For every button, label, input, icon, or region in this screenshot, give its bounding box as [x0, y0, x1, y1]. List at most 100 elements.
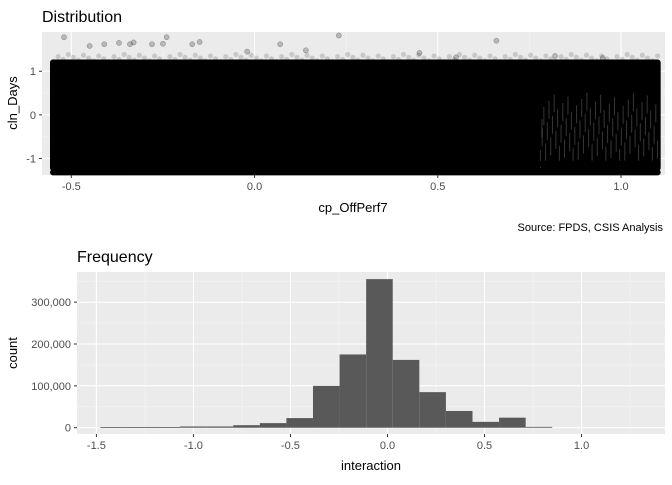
histogram-x-ticks: -1.5 -1.0 -0.5 0.0 0.5 1.0 — [87, 434, 589, 452]
scatter-point — [548, 56, 554, 62]
histogram-bar — [126, 427, 154, 428]
scatter-point — [177, 51, 183, 58]
scatter-point — [101, 56, 107, 62]
scatter-point — [568, 51, 574, 58]
scatter-point — [126, 54, 132, 60]
scatter-point — [149, 41, 155, 48]
scatter-point — [446, 54, 452, 60]
scatter-y-tick-label: 1 — [30, 66, 36, 78]
histogram-y-axis-title: count — [5, 337, 20, 369]
scatter-point — [461, 54, 468, 60]
scatter-point — [277, 41, 284, 48]
histogram-bar — [286, 418, 313, 428]
scatter-point — [334, 54, 341, 60]
scatter-point — [65, 51, 71, 58]
scatter-point — [453, 54, 459, 61]
scatter-point — [136, 52, 142, 58]
scatter-point — [162, 59, 168, 65]
histogram-bar — [153, 427, 181, 428]
scatter-point — [223, 54, 229, 60]
scatter-point — [80, 52, 87, 58]
scatter-point — [233, 51, 239, 58]
histogram-bar — [312, 385, 340, 428]
histogram-bars — [100, 279, 553, 428]
scatter-point — [329, 59, 336, 65]
scatter-point — [335, 32, 342, 39]
scatter-point — [212, 56, 219, 62]
scatter-point — [187, 57, 193, 63]
histogram-title: Frequency — [77, 249, 153, 266]
scatter-point — [130, 39, 137, 46]
scatter-point — [345, 51, 351, 58]
scatter-y-tick-label: 0 — [30, 110, 36, 122]
histogram-bar — [392, 359, 420, 428]
scatter-point — [411, 57, 417, 63]
scatter-point — [340, 56, 346, 63]
scatter-point — [395, 56, 402, 63]
histogram-y-tick-label: 100,000 — [31, 381, 71, 393]
scatter-point — [634, 57, 640, 63]
histogram-y-ticks: 0 100,000 200,000 300,000 — [31, 297, 77, 435]
scatter-point — [649, 58, 656, 64]
scatter-point — [304, 52, 310, 58]
scatter-point — [182, 54, 188, 60]
scatter-point — [248, 52, 254, 58]
scatter-point — [228, 56, 234, 63]
scatter-y-axis-title: cln_Days — [5, 76, 20, 130]
scatter-point — [75, 57, 82, 63]
histogram-y-tick-label: 200,000 — [31, 339, 71, 351]
scatter-point — [507, 56, 513, 63]
scatter-point — [253, 55, 259, 61]
scatter-point — [482, 58, 488, 64]
scatter-point — [319, 53, 325, 59]
scatter-point — [644, 55, 651, 61]
histogram-bar — [525, 426, 553, 428]
scatter-y-ticks: -1 0 1 — [26, 66, 42, 165]
scatter-point — [121, 51, 127, 58]
scatter-point — [614, 54, 620, 60]
scatter-point — [163, 34, 170, 41]
scatter-point — [244, 48, 251, 55]
scatter-point — [192, 52, 198, 58]
histogram-bar — [419, 392, 446, 428]
scatter-point — [238, 54, 244, 60]
histogram-bar — [100, 427, 127, 428]
scatter-y-tick-label: -1 — [26, 153, 36, 165]
scatter-point — [441, 59, 447, 65]
scatter-point — [604, 56, 610, 62]
scatter-point — [127, 41, 133, 48]
scatter-point — [189, 41, 196, 48]
scatter-point — [406, 54, 412, 60]
scatter-point — [573, 54, 579, 60]
scatter-point — [299, 57, 305, 63]
scatter-point — [401, 51, 407, 58]
scatter-point — [416, 50, 423, 56]
histogram-bar — [180, 426, 207, 428]
scatter-point — [543, 53, 549, 59]
scatter-point — [273, 59, 280, 65]
scatter-point — [202, 58, 209, 64]
scatter-point-mass — [49, 59, 661, 172]
scatter-point — [390, 54, 397, 60]
scatter-point — [456, 51, 463, 58]
scatter-point — [522, 57, 529, 63]
scatter-point-band — [49, 169, 661, 176]
scatter-point — [609, 59, 615, 65]
scatter-point — [160, 40, 166, 47]
scatter-point — [309, 55, 315, 61]
scatter-point — [111, 54, 117, 60]
histogram-bar — [445, 410, 473, 428]
scatter-point — [303, 47, 309, 54]
histogram-bar — [499, 417, 526, 428]
scatter-point — [624, 51, 630, 58]
scatter-point — [50, 59, 56, 65]
scatter-point — [451, 56, 458, 63]
scatter-point — [70, 54, 76, 60]
scatter-point — [55, 54, 61, 60]
scatter-point — [279, 54, 285, 60]
scatter-point — [594, 58, 600, 64]
histogram-bar — [259, 423, 287, 428]
scatter-point — [324, 56, 330, 62]
scatter-point — [370, 58, 376, 64]
